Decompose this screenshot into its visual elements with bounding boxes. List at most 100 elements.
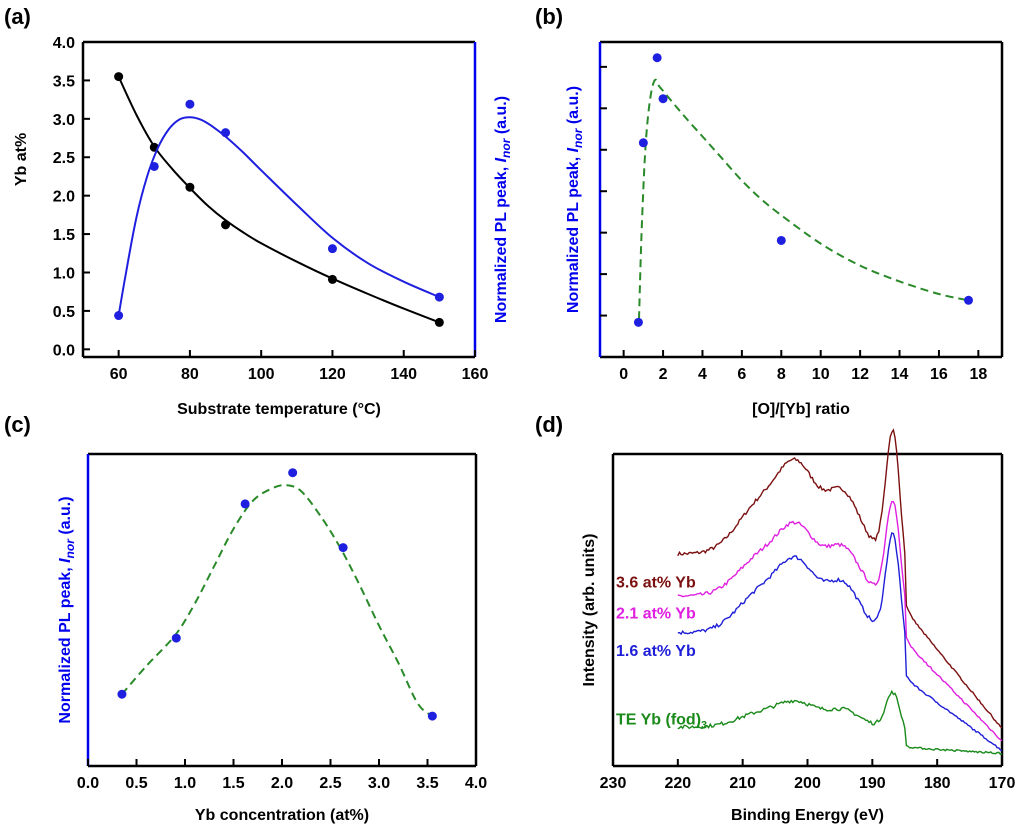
x-tick-label: 3.0 xyxy=(368,775,390,792)
x-tick-label: 220 xyxy=(664,775,691,792)
panel-b-label: (b) xyxy=(535,4,563,29)
x-tick-label: 140 xyxy=(390,366,417,383)
x-tick-label: 2 xyxy=(659,366,668,383)
x-tick-label: 4 xyxy=(698,366,707,383)
data-point xyxy=(117,689,127,699)
y-axis-title-right: Normalized PL peak, Inor (a.u.) xyxy=(493,96,513,323)
x-axis-title: [O]/[Yb] ratio xyxy=(752,401,850,418)
x-tick-label: 0.5 xyxy=(125,775,147,792)
x-tick-label: 100 xyxy=(248,366,275,383)
data-point-black xyxy=(327,274,337,284)
x-tick-label: 200 xyxy=(794,775,821,792)
spectrum-trace xyxy=(677,689,1003,756)
x-axis-title: Substrate temperature (°C) xyxy=(177,401,381,418)
x-tick-label: 80 xyxy=(181,366,199,383)
x-tick-label: 2.5 xyxy=(319,775,341,792)
x-tick-label: 0.0 xyxy=(77,775,99,792)
data-point xyxy=(240,499,250,509)
y-axis-title: Normalized PL peak, Inor (a.u.) xyxy=(565,86,585,313)
x-tick-label: 18 xyxy=(969,366,987,383)
data-point xyxy=(658,94,668,104)
axis-title-part: I xyxy=(493,157,510,162)
data-point-black xyxy=(221,220,231,230)
x-tick-label: 180 xyxy=(924,775,951,792)
y-tick-label: 2.5 xyxy=(53,150,75,167)
axis-title-part: (a.u.) xyxy=(57,496,74,539)
axis-title-part: I xyxy=(565,147,582,152)
chart-a: 60 80 100 120 140 160 0.0 0.5 1.0 1.5 2.0 2.5 3.0 3.5… xyxy=(13,35,513,418)
spectrum-trace xyxy=(677,428,1003,729)
x-axis-title: Yb concentration (at%) xyxy=(195,807,369,824)
x-tick-label: 4.0 xyxy=(465,775,487,792)
fit-line xyxy=(638,78,969,320)
data-point xyxy=(638,138,648,148)
x-tick-label: 2.0 xyxy=(271,775,293,792)
x-axis-title: Binding Energy (eV) xyxy=(731,807,884,824)
x-tick-label: 230 xyxy=(600,775,627,792)
axis-title-part: (a.u.) xyxy=(493,96,510,139)
fit-line xyxy=(121,484,433,717)
panel-c-label: (c) xyxy=(4,412,31,437)
y-tick-label: 3.5 xyxy=(53,73,75,90)
data-point xyxy=(633,317,643,327)
data-point-blue xyxy=(185,99,195,109)
data-point-black xyxy=(185,182,195,192)
x-tick-label: 60 xyxy=(110,366,128,383)
chart-c: 0.0 0.5 1.0 1.5 2.0 2.5 3.0 3.5 4.0 Yb concentrat… xyxy=(57,452,487,824)
y-tick-label: 2.0 xyxy=(53,189,75,206)
y-tick-label: 4.0 xyxy=(53,35,75,52)
y-axis-title: Intensity (arb. units) xyxy=(581,534,598,687)
axis-title-part: nor xyxy=(499,137,513,158)
data-point xyxy=(776,235,786,245)
trace-label: 3.6 at% Yb xyxy=(616,574,696,591)
y-tick-label: 0.0 xyxy=(53,342,75,359)
trace-label: 2.1 at% Yb xyxy=(616,605,696,622)
data-point-blue xyxy=(434,292,444,302)
axis-title-part: nor xyxy=(63,538,77,559)
trace-label-part: TE Yb (fod) xyxy=(616,712,701,729)
x-tick-label: 120 xyxy=(319,366,346,383)
spectrum-trace xyxy=(677,532,1003,752)
y-axis-title: Normalized PL peak, Inor (a.u.) xyxy=(57,496,77,723)
x-tick-label: 160 xyxy=(462,366,489,383)
fit-line-black xyxy=(117,76,440,324)
data-point-black xyxy=(114,72,124,82)
x-tick-label: 190 xyxy=(859,775,886,792)
y-tick-label: 1.0 xyxy=(53,265,75,282)
x-tick-label: 12 xyxy=(851,366,869,383)
trace-label-part: 3 xyxy=(701,720,707,732)
data-point-blue xyxy=(221,128,231,138)
x-tick-label: 6 xyxy=(737,366,746,383)
x-tick-label: 1.5 xyxy=(222,775,244,792)
fit-line-blue xyxy=(117,116,440,316)
data-point-black xyxy=(434,317,444,327)
x-tick-label: 1.0 xyxy=(174,775,196,792)
y-tick-label: 0.5 xyxy=(53,304,75,321)
data-point xyxy=(338,543,348,553)
chart-d: 230 220 210 200 190 180 170 Binding Energy (eV)… xyxy=(581,428,1016,824)
axis-title-part: Normalized PL peak, xyxy=(565,152,582,313)
x-tick-label: 170 xyxy=(989,775,1016,792)
x-tick-label: 8 xyxy=(777,366,786,383)
data-point xyxy=(427,711,437,721)
axis-title-part: (a.u.) xyxy=(565,86,582,129)
x-tick-label: 3.5 xyxy=(416,775,438,792)
trace-label: 1.6 at% Yb xyxy=(616,643,696,660)
spectrum-trace xyxy=(677,501,1003,742)
x-tick-label: 16 xyxy=(930,366,948,383)
y-axis-title: Yb at% xyxy=(13,133,30,186)
panel-d-label: (d) xyxy=(535,412,563,437)
data-point-blue xyxy=(114,311,124,321)
y-tick-label: 3.0 xyxy=(53,112,75,129)
x-tick-label: 10 xyxy=(812,366,830,383)
data-point-blue xyxy=(327,244,337,254)
data-point xyxy=(171,633,181,643)
data-point xyxy=(652,53,662,63)
axis-title-part: I xyxy=(57,558,74,563)
axis-title-part: Normalized PL peak, xyxy=(57,563,74,724)
trace-label: TE Yb (fod)3 xyxy=(616,712,707,732)
axis-title-part: nor xyxy=(571,127,585,148)
axis-title-part: Normalized PL peak, xyxy=(493,162,510,323)
panel-a-label: (a) xyxy=(4,4,31,29)
x-tick-label: 0 xyxy=(619,366,628,383)
